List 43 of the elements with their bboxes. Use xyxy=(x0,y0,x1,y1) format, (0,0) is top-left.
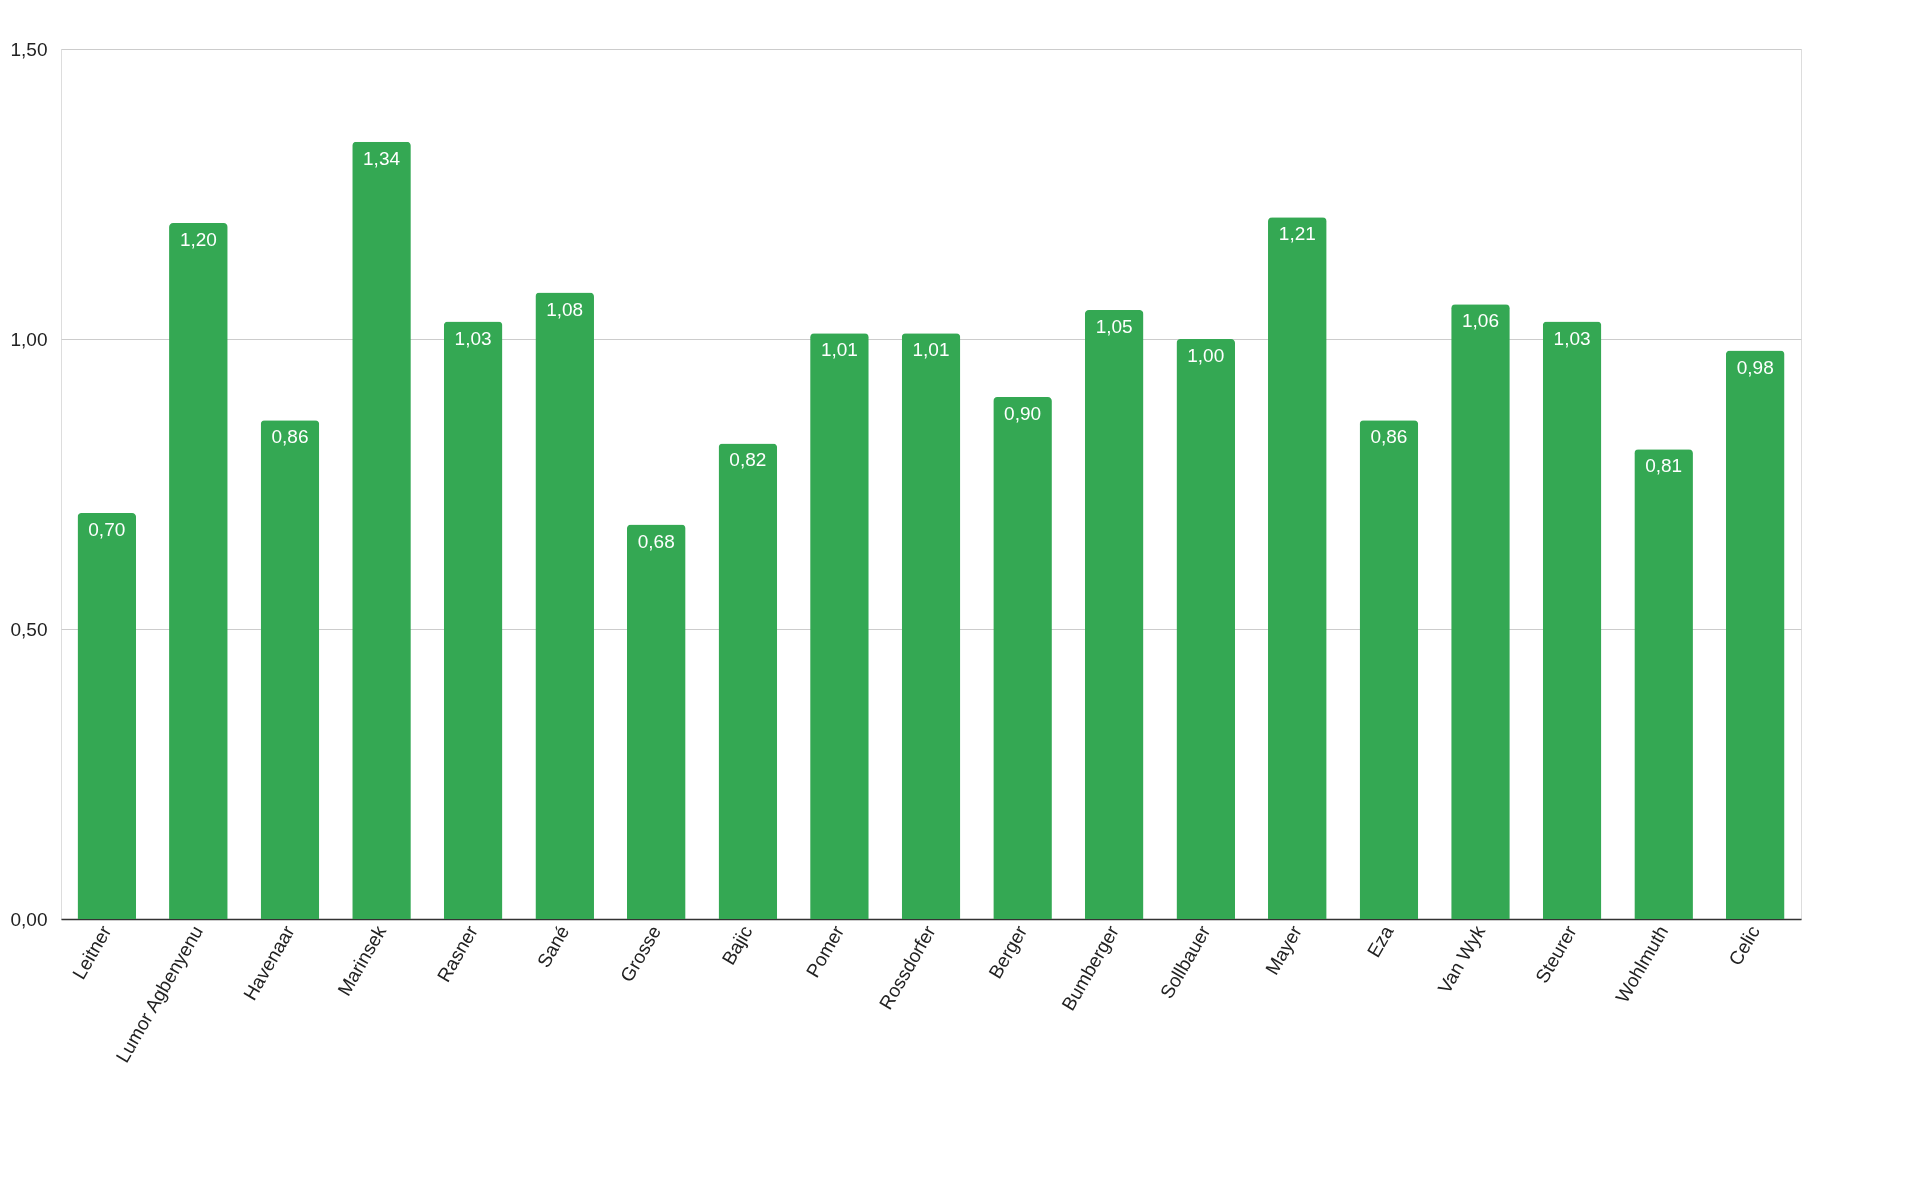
bar xyxy=(1634,449,1693,919)
bar xyxy=(993,397,1052,919)
data-label: 0,70 xyxy=(88,519,126,540)
data-label: 1,08 xyxy=(546,298,584,320)
bar xyxy=(901,333,961,919)
bar xyxy=(169,223,228,919)
y-tick-label: 1,00 xyxy=(10,328,48,350)
bar xyxy=(1359,420,1419,919)
data-label: 1,20 xyxy=(179,229,217,250)
y-tick-label: 0,50 xyxy=(10,618,48,640)
data-label: 0,98 xyxy=(1736,356,1774,378)
bar xyxy=(443,321,503,919)
bar xyxy=(352,141,411,919)
bar xyxy=(1176,339,1236,919)
x-tick-label: Eza xyxy=(1362,921,1398,961)
data-label: 1,01 xyxy=(820,339,858,361)
data-label: 0,82 xyxy=(729,449,767,471)
bar xyxy=(626,524,686,919)
y-tick-label: 0,00 xyxy=(10,908,48,930)
bar xyxy=(260,420,320,919)
data-label: 1,00 xyxy=(1187,345,1225,366)
data-label: 0,81 xyxy=(1645,455,1683,477)
data-label: 1,03 xyxy=(454,327,492,349)
bar xyxy=(1725,350,1785,919)
bar xyxy=(77,513,137,919)
bar xyxy=(1084,310,1144,919)
data-label: 1,03 xyxy=(1553,327,1591,349)
bar xyxy=(535,292,594,919)
y-tick-label: 1,50 xyxy=(10,38,48,60)
bar xyxy=(718,443,778,919)
data-label: 1,06 xyxy=(1461,310,1499,332)
bar xyxy=(1451,304,1510,919)
bar xyxy=(1542,321,1602,919)
data-label: 0,90 xyxy=(1004,403,1042,424)
data-label: 1,05 xyxy=(1095,316,1133,337)
data-label: 0,68 xyxy=(637,530,675,552)
data-label: 1,01 xyxy=(912,339,950,361)
data-label: 0,86 xyxy=(1370,426,1408,448)
data-label: 0,86 xyxy=(271,426,309,448)
data-label: 1,34 xyxy=(363,147,401,169)
data-label: 1,21 xyxy=(1278,223,1316,245)
bar xyxy=(810,333,869,919)
bar xyxy=(1268,217,1327,919)
